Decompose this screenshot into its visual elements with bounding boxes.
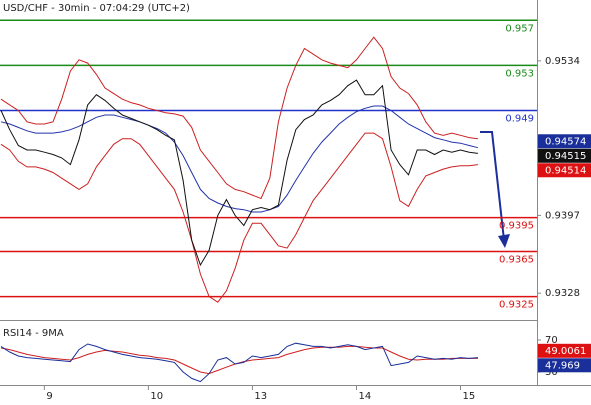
title-bg xyxy=(0,0,180,14)
series-line xyxy=(0,132,478,303)
series-line xyxy=(0,342,478,383)
level-label: 0.9365 xyxy=(499,254,534,265)
price-box-label: 49.0061 xyxy=(545,346,586,357)
level-label: 0.953 xyxy=(505,68,534,79)
level-label: 0.949 xyxy=(505,114,534,125)
price-box-label: 0.94514 xyxy=(545,165,586,176)
price-box xyxy=(538,343,591,358)
price-box xyxy=(538,358,591,373)
level-label: 0.9325 xyxy=(499,300,534,311)
y-tick-label: 70 xyxy=(545,335,558,346)
price-box-label: 47.969 xyxy=(545,360,580,371)
y-tick-label: 0.9397 xyxy=(545,210,580,221)
series-line xyxy=(0,36,478,200)
rsi-title: RSI14 - 9MA xyxy=(3,328,64,339)
series-line xyxy=(0,105,479,213)
level-label: 0.9395 xyxy=(499,221,534,232)
y-tick-label: 0.9328 xyxy=(545,288,580,299)
series-line xyxy=(0,79,478,267)
price-box-label: 0.94515 xyxy=(545,151,586,162)
x-tick-label: 15 xyxy=(463,391,476,402)
price-box xyxy=(538,148,591,163)
x-tick-label: 14 xyxy=(358,391,371,402)
price-box xyxy=(538,163,591,178)
forecast-arrow xyxy=(480,131,505,241)
x-tick-label: 13 xyxy=(254,391,267,402)
price-box xyxy=(538,134,591,149)
y-tick-label: 30 xyxy=(545,367,558,378)
x-tick-label: 10 xyxy=(150,391,163,402)
forecast-arrow-head xyxy=(498,234,510,248)
level-label: 0.957 xyxy=(505,23,534,34)
chart-title: USD/CHF - 30min - 07:04:29 (UTC+2) xyxy=(3,3,190,14)
price-box-label: 0.94574 xyxy=(545,136,586,147)
x-tick-label: 9 xyxy=(46,391,52,402)
y-tick-label: 0.9534 xyxy=(545,56,580,67)
